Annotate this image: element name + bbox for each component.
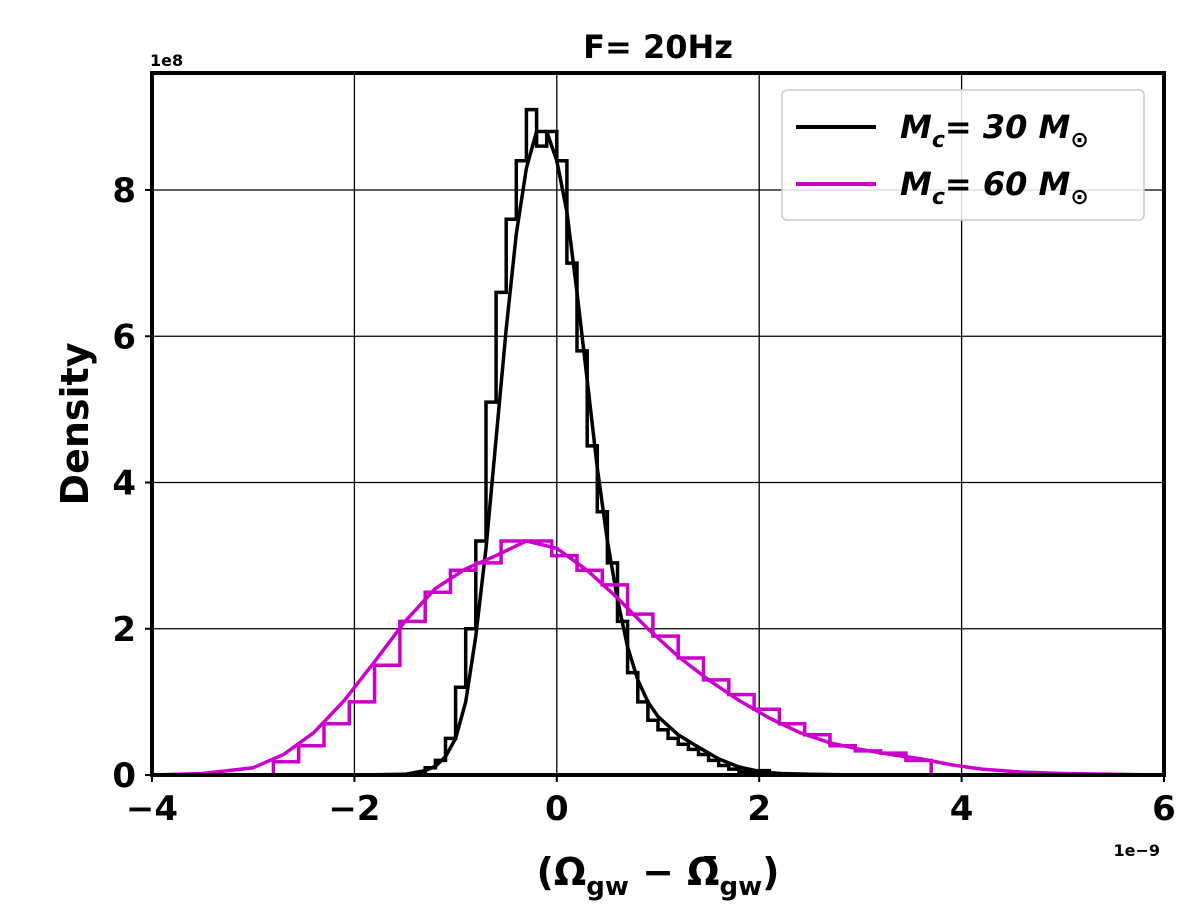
x-tick-label: −2: [328, 789, 380, 829]
x-tick-label: 4: [950, 789, 974, 829]
y-tick-label: 0: [112, 756, 136, 796]
y-tick-label: 2: [112, 610, 136, 650]
y-tick-label: 8: [112, 171, 136, 211]
tick-layer: −4 −2 0 2 4 6 0 2 4 6 8: [112, 171, 1176, 829]
plot-frame: [150, 71, 1166, 777]
x-tick-label: 2: [747, 789, 771, 829]
y-tick-label: 4: [112, 464, 136, 504]
x-scale-label: 1e−9: [1113, 841, 1160, 860]
legend-box: [781, 89, 1145, 221]
chart-title: F= 20Hz: [583, 28, 733, 66]
kde-curve-30: [152, 129, 1164, 777]
legend-label-60: Mc= 60 M⊙: [900, 165, 1089, 210]
histogram-steps-60: [271, 539, 933, 775]
y-tick-label: 6: [112, 317, 136, 357]
x-axis-label: (Ωgw − Ω̄gw): [537, 850, 780, 902]
y-scale-label: 1e8: [150, 51, 183, 70]
x-tick-label: 0: [545, 789, 569, 829]
kde-curve-60: [151, 539, 1165, 777]
x-tick-label: 6: [1152, 789, 1176, 829]
y-axis-label: Density: [53, 342, 97, 505]
series-layer: [151, 107, 1165, 777]
x-tick-label: −4: [126, 789, 178, 829]
legend: Mc= 30 M⊙ Mc= 60 M⊙: [781, 89, 1145, 221]
legend-label-30: Mc= 30 M⊙: [900, 108, 1089, 153]
